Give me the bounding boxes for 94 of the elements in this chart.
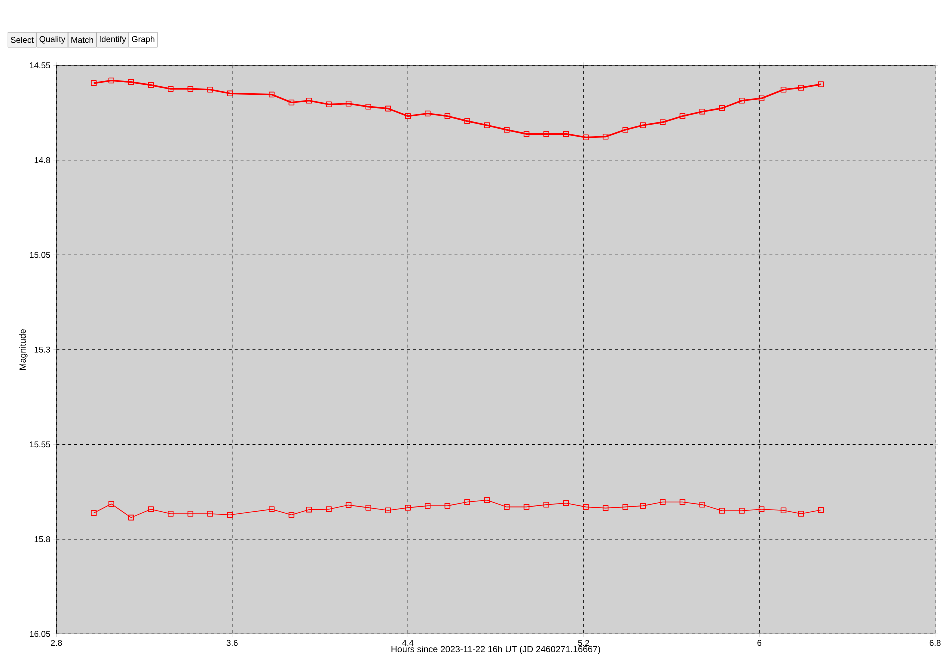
point — [385, 106, 392, 112]
y-tick-label: 14.8 — [34, 157, 50, 164]
point — [91, 510, 97, 516]
text: Identify — [100, 36, 126, 44]
point — [425, 503, 431, 509]
point — [583, 134, 589, 141]
point — [288, 100, 295, 106]
point — [128, 79, 134, 86]
x-tick-label: 4.4 — [402, 640, 414, 646]
point — [385, 508, 392, 514]
point — [700, 108, 706, 115]
point — [269, 92, 275, 98]
point — [758, 96, 765, 102]
point — [680, 499, 686, 506]
point — [405, 114, 412, 120]
point — [622, 127, 628, 133]
point — [660, 120, 666, 126]
point — [288, 512, 295, 518]
point — [739, 508, 745, 514]
point — [524, 504, 530, 510]
point — [326, 102, 332, 108]
point — [464, 499, 470, 506]
point — [108, 501, 114, 508]
point — [188, 86, 194, 92]
point — [818, 82, 824, 88]
point — [108, 78, 114, 84]
point — [208, 87, 214, 93]
point — [227, 90, 234, 97]
point — [660, 499, 666, 506]
point — [168, 511, 174, 517]
point — [405, 505, 412, 511]
point — [719, 508, 726, 514]
x-tick-label: 6 — [758, 640, 762, 646]
point — [583, 504, 589, 510]
point — [700, 502, 706, 508]
point — [444, 503, 451, 509]
point — [504, 127, 510, 133]
x-tick-label: 5.2 — [578, 640, 590, 646]
y-tick-label: 15.3 — [34, 346, 50, 353]
point — [269, 506, 275, 512]
text: Match — [72, 36, 94, 44]
y-tick-label: 15.8 — [34, 536, 50, 542]
point — [602, 505, 609, 512]
point — [818, 507, 824, 514]
point — [444, 114, 451, 120]
y-tick-label: 15.05 — [30, 252, 50, 258]
point — [780, 508, 787, 514]
point — [326, 506, 332, 512]
point — [168, 86, 174, 92]
point — [188, 511, 194, 517]
point — [640, 122, 646, 128]
point — [128, 514, 134, 521]
point — [484, 498, 490, 504]
point — [563, 131, 570, 138]
y-tick-label: 14.55 — [30, 62, 50, 69]
point — [346, 101, 352, 107]
point — [346, 502, 352, 508]
point — [366, 505, 372, 511]
x-axis-title: Hours since 2023-11-22 16h UT (JD 2460271.16667) — [392, 646, 600, 654]
point — [425, 110, 431, 117]
point — [544, 131, 550, 138]
point — [208, 511, 214, 517]
point — [798, 85, 804, 91]
point — [227, 512, 234, 518]
point — [306, 98, 312, 104]
point — [780, 87, 787, 93]
point — [464, 118, 470, 124]
text: Quality — [40, 36, 66, 44]
text: Select — [11, 36, 34, 44]
point — [622, 504, 628, 510]
point — [366, 104, 372, 110]
point — [306, 506, 312, 513]
point — [91, 80, 97, 86]
point — [602, 134, 609, 140]
point — [524, 131, 530, 138]
y-tick-label: 16.05 — [30, 631, 50, 638]
point — [719, 106, 726, 112]
point — [563, 500, 570, 506]
point — [544, 502, 550, 508]
y-axis-title: Magnitude — [19, 330, 28, 370]
text: Graph — [132, 36, 155, 44]
point — [739, 98, 745, 104]
point — [484, 122, 490, 128]
y-tick-label: 15.55 — [30, 442, 50, 448]
point — [504, 504, 510, 510]
point — [758, 506, 765, 512]
point — [798, 511, 804, 517]
point — [148, 82, 154, 88]
x-tick-label: 2.8 — [51, 640, 62, 646]
point — [680, 114, 686, 120]
point — [640, 503, 646, 509]
x-tick-label: 6.8 — [930, 640, 941, 646]
point — [148, 506, 154, 512]
x-tick-label: 3.6 — [226, 640, 238, 646]
